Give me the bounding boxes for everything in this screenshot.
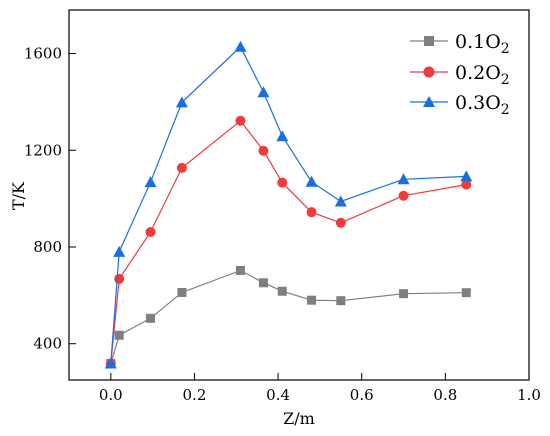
y-tick-label: 1200	[24, 141, 62, 159]
data-point-circle	[235, 115, 246, 126]
y-tick-label: 800	[33, 238, 62, 256]
data-point-triangle	[397, 173, 410, 185]
data-point-square	[461, 288, 471, 298]
data-point-square	[258, 278, 268, 288]
axis-ticks: 0.0 0.2 0.4 0.6 0.8 1.0 400 800 1200 1600	[24, 45, 541, 404]
x-tick-label: 1.0	[517, 386, 541, 404]
data-point-triangle	[144, 176, 157, 188]
data-point-triangle	[113, 245, 126, 257]
legend-marker-square	[424, 36, 434, 46]
legend: 0.1O2 0.2O2 0.3O2	[410, 31, 510, 118]
series-layer	[104, 40, 473, 369]
legend-item-2: 0.2O2	[410, 62, 510, 88]
data-point-triangle	[234, 40, 247, 52]
plot-frame	[68, 9, 530, 381]
data-point-circle	[258, 145, 269, 156]
legend-label: 0.3O2	[455, 92, 510, 118]
data-point-triangle	[104, 357, 117, 369]
data-point-square	[146, 313, 156, 323]
data-point-triangle	[460, 170, 473, 182]
data-point-square	[277, 286, 287, 296]
data-point-triangle	[276, 130, 289, 142]
data-point-triangle	[334, 195, 347, 207]
x-tick-label: 0.2	[183, 386, 207, 404]
data-point-triangle	[257, 86, 270, 98]
legend-marker-triangle	[423, 96, 435, 107]
data-point-circle	[114, 273, 125, 284]
data-point-triangle	[305, 175, 318, 187]
data-point-square	[235, 265, 245, 275]
data-point-circle	[277, 177, 288, 188]
y-tick-label: 1600	[24, 45, 62, 63]
legend-item-3: 0.3O2	[410, 92, 510, 118]
legend-label: 0.2O2	[455, 62, 510, 88]
legend-label: 0.1O2	[455, 31, 510, 57]
data-point-triangle	[175, 96, 188, 108]
y-tick-label: 400	[33, 335, 62, 353]
series-1	[106, 265, 471, 369]
x-axis-title: Z/m	[283, 409, 315, 428]
series-line	[110, 119, 467, 364]
data-point-circle	[398, 190, 409, 201]
data-point-circle	[176, 162, 187, 173]
data-point-square	[336, 296, 346, 306]
data-point-circle	[335, 217, 346, 228]
data-point-square	[307, 295, 317, 305]
series-3	[104, 40, 473, 369]
data-point-circle	[306, 207, 317, 218]
x-tick-label: 0.4	[266, 386, 290, 404]
series-line	[110, 269, 467, 364]
data-point-square	[114, 330, 124, 340]
x-tick-label: 0.6	[350, 386, 374, 404]
series-2	[105, 115, 472, 369]
x-tick-label: 0.0	[99, 386, 123, 404]
y-axis-title: T/K	[9, 181, 28, 210]
x-tick-label: 0.8	[433, 386, 457, 404]
data-point-square	[399, 289, 409, 299]
legend-item-1: 0.1O2	[410, 31, 510, 57]
data-point-circle	[145, 227, 156, 237]
data-point-square	[177, 287, 187, 297]
data-point-circle	[461, 179, 472, 190]
legend-marker-circle	[423, 66, 435, 78]
